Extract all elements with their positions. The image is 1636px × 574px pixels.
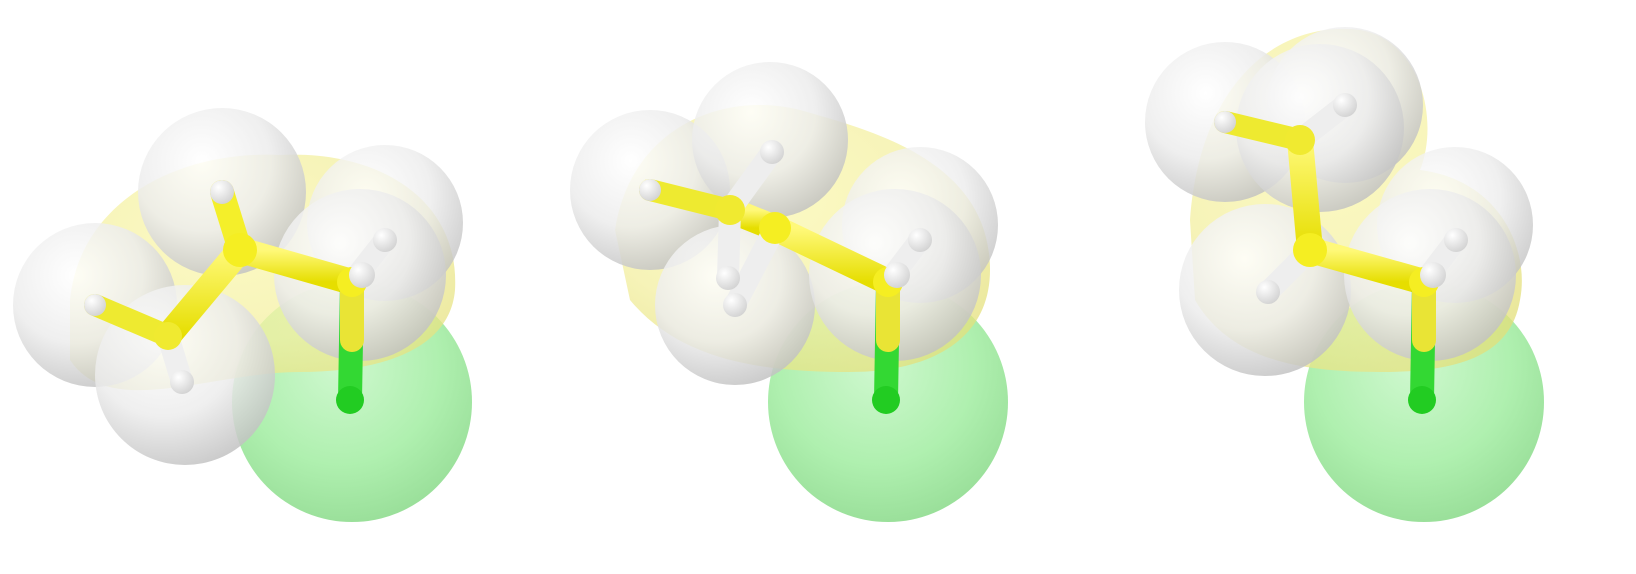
hydrogen-cap — [639, 179, 661, 201]
chlorine-cap — [872, 386, 900, 414]
hydrogen-cap — [760, 140, 784, 164]
hydrogen-cap — [716, 266, 740, 290]
molecule-left — [13, 108, 472, 522]
carbon-atom — [223, 233, 257, 267]
carbon-atom — [154, 322, 182, 350]
hydrogen-cap — [84, 294, 106, 316]
molecule-middle — [570, 62, 1008, 522]
hydrogen-cap — [210, 180, 234, 204]
carbon-atom — [1285, 125, 1315, 155]
hydrogen-cap — [373, 228, 397, 252]
bond — [155, 237, 253, 349]
hydrogen-cap — [1256, 280, 1280, 304]
bond — [1297, 237, 1437, 295]
bond — [1287, 127, 1323, 263]
chlorine-cap — [336, 386, 364, 414]
hydrogen-cap — [170, 370, 194, 394]
carbon-atom — [759, 212, 791, 244]
hydrogen-cap — [908, 228, 932, 252]
hydrogen-cap — [1214, 111, 1236, 133]
hydrogen-cap — [349, 262, 375, 288]
bond — [762, 215, 901, 295]
bond — [227, 237, 365, 295]
carbon-atom — [1293, 233, 1327, 267]
hydrogen-cap — [1333, 93, 1357, 117]
hydrogen-cap — [1420, 262, 1446, 288]
hydrogen-cap — [884, 262, 910, 288]
molecule-right — [1145, 27, 1544, 522]
hydrogen-atom-shell — [692, 62, 848, 218]
chlorine-cap — [1408, 386, 1436, 414]
hydrogen-cap — [1444, 228, 1468, 252]
carbon-atom — [715, 195, 745, 225]
hydrogen-cap — [723, 293, 747, 317]
